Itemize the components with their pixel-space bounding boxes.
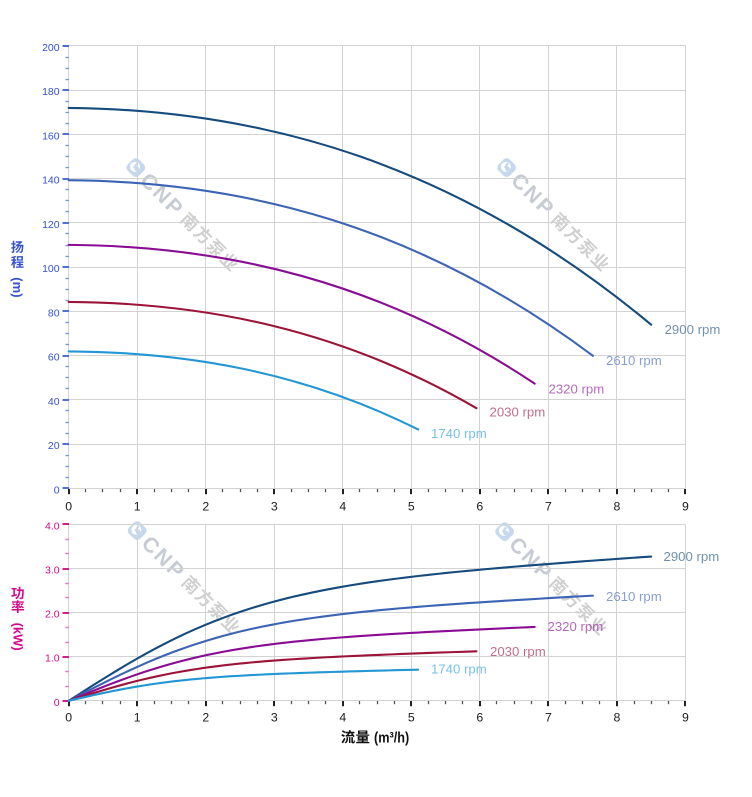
svg-text:20: 20 [48,440,60,452]
svg-text:6: 6 [476,711,483,725]
svg-text:0: 0 [54,697,60,709]
svg-text:40: 40 [48,396,60,408]
svg-text:1.0: 1.0 [45,653,60,665]
svg-text:60: 60 [48,352,60,364]
svg-text:4: 4 [339,711,346,725]
svg-text:8: 8 [613,499,620,513]
svg-text:6: 6 [476,499,483,513]
svg-text:100: 100 [42,263,60,275]
svg-text:2: 2 [202,499,209,513]
svg-text:180: 180 [42,86,60,98]
svg-text:3: 3 [271,711,278,725]
svg-text:2030 rpm: 2030 rpm [490,644,546,659]
svg-text:0: 0 [65,499,72,513]
svg-text:1: 1 [134,711,141,725]
svg-text:2.0: 2.0 [45,609,60,621]
svg-text:2610 rpm: 2610 rpm [606,353,662,368]
svg-text:2320 rpm: 2320 rpm [548,619,604,634]
svg-text:2320 rpm: 2320 rpm [549,381,605,396]
svg-text:160: 160 [42,130,60,142]
svg-text:140: 140 [42,175,60,187]
svg-text:120: 120 [42,219,60,231]
svg-text:2610 rpm: 2610 rpm [606,589,662,604]
svg-text:9: 9 [682,499,689,513]
svg-text:5: 5 [408,499,415,513]
svg-text:7: 7 [545,499,552,513]
svg-text:0: 0 [65,711,72,725]
svg-text:1: 1 [134,499,141,513]
svg-text:8: 8 [613,711,620,725]
svg-text:2900 rpm: 2900 rpm [664,549,720,564]
svg-text:2030 rpm: 2030 rpm [490,405,546,420]
svg-text:3.0: 3.0 [45,565,60,577]
svg-text:5: 5 [408,711,415,725]
svg-text:1740 rpm: 1740 rpm [431,661,487,676]
svg-text:(m³/h): (m³/h) [374,729,409,746]
svg-text:4: 4 [339,499,346,513]
svg-text:2: 2 [202,711,209,725]
svg-text:(m): (m) [10,277,25,297]
svg-text:4.0: 4.0 [45,520,60,532]
svg-text:1740 rpm: 1740 rpm [431,426,487,441]
svg-text:3: 3 [271,499,278,513]
svg-text:80: 80 [48,307,60,319]
svg-text:(kW): (kW) [10,623,25,651]
svg-text:9: 9 [682,711,689,725]
svg-text:0: 0 [54,484,60,496]
svg-text:200: 200 [42,42,60,54]
svg-text:7: 7 [545,711,552,725]
svg-text:2900 rpm: 2900 rpm [665,322,721,337]
